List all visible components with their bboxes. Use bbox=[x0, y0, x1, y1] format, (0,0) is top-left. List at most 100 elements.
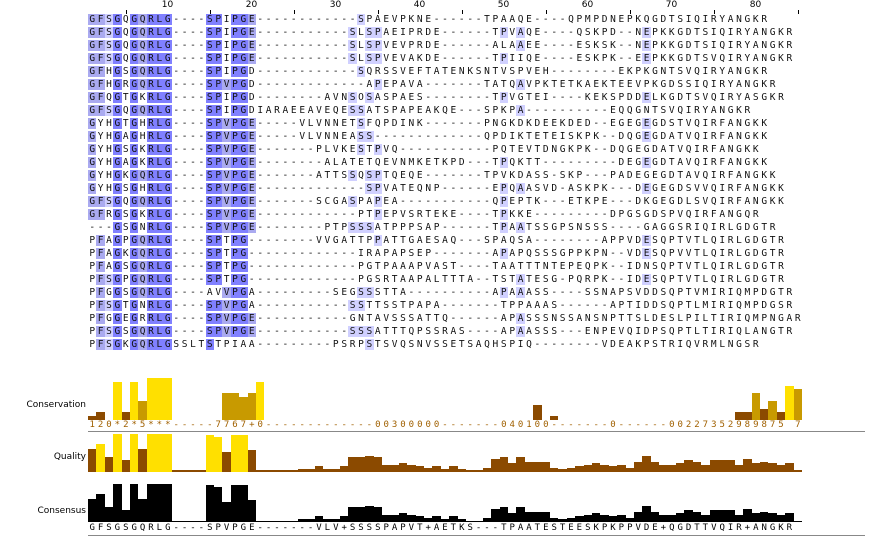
conservation-bar bbox=[130, 381, 139, 420]
residue: T bbox=[677, 235, 684, 246]
consensus-bar bbox=[155, 484, 164, 522]
residue: I bbox=[702, 66, 709, 77]
residue: F bbox=[416, 66, 423, 77]
quality-bar bbox=[230, 435, 240, 472]
residue: Q bbox=[660, 235, 667, 246]
residue: P bbox=[214, 14, 223, 25]
residue: - bbox=[458, 300, 465, 311]
residue: S bbox=[433, 339, 440, 350]
residue: - bbox=[442, 40, 448, 51]
residue: - bbox=[265, 40, 272, 51]
residue: T bbox=[769, 235, 776, 246]
consensus-bar bbox=[726, 510, 735, 522]
residue: S bbox=[542, 274, 549, 285]
residue: - bbox=[181, 209, 188, 220]
residue: R bbox=[139, 313, 146, 324]
residue: Q bbox=[736, 287, 742, 298]
residue: P bbox=[89, 261, 96, 272]
residue: Q bbox=[584, 261, 591, 272]
residue: K bbox=[761, 131, 768, 142]
residue: - bbox=[316, 183, 322, 194]
residue: K bbox=[568, 144, 574, 155]
residue: - bbox=[467, 157, 474, 168]
conservation-score: 4 bbox=[509, 420, 515, 430]
residue: Q bbox=[736, 300, 742, 311]
conservation-score: 5 bbox=[719, 420, 725, 430]
residue: - bbox=[593, 144, 600, 155]
residue: R bbox=[146, 313, 156, 324]
residue: - bbox=[458, 222, 465, 233]
residue: - bbox=[257, 92, 264, 103]
conservation-score: - bbox=[324, 420, 331, 430]
consensus-bar bbox=[390, 514, 399, 522]
residue: V bbox=[408, 79, 415, 90]
residue: - bbox=[593, 118, 600, 129]
alignment-ruler: 10 20 30 40 50 60 70 80 bbox=[0, 0, 871, 14]
residue: R bbox=[719, 79, 726, 90]
conservation-score: 0 bbox=[501, 420, 507, 430]
residue: - bbox=[274, 235, 280, 246]
residue: G bbox=[652, 118, 658, 129]
residue: E bbox=[642, 131, 651, 142]
conservation-score: - bbox=[585, 420, 591, 430]
residue: L bbox=[155, 131, 164, 142]
residue: - bbox=[542, 105, 549, 116]
residue: T bbox=[694, 274, 700, 285]
residue: A bbox=[391, 196, 398, 207]
residue: P bbox=[214, 183, 223, 194]
residue: T bbox=[492, 209, 499, 220]
residue: M bbox=[744, 287, 751, 298]
residue: K bbox=[769, 170, 776, 181]
residue: A bbox=[408, 53, 415, 64]
residue: F bbox=[96, 14, 105, 25]
residue: P bbox=[761, 313, 768, 324]
residue: - bbox=[458, 27, 465, 38]
residue: - bbox=[475, 196, 482, 207]
residue: N bbox=[761, 27, 768, 38]
residue: R bbox=[146, 118, 156, 129]
residue: - bbox=[551, 157, 558, 168]
residue: V bbox=[685, 274, 692, 285]
consensus-residue: S bbox=[123, 523, 129, 533]
residue: E bbox=[526, 209, 532, 220]
residue: S bbox=[559, 313, 566, 324]
residue: G bbox=[130, 248, 139, 259]
conservation-score: - bbox=[265, 420, 272, 430]
residue: G bbox=[88, 66, 97, 77]
residue: T bbox=[526, 92, 532, 103]
quality-bar bbox=[163, 434, 172, 472]
consensus-bar bbox=[541, 511, 550, 522]
residue: L bbox=[155, 287, 164, 298]
residue: G bbox=[677, 27, 684, 38]
quality-bar bbox=[474, 470, 483, 472]
residue: G bbox=[239, 326, 248, 337]
residue: - bbox=[442, 144, 448, 155]
